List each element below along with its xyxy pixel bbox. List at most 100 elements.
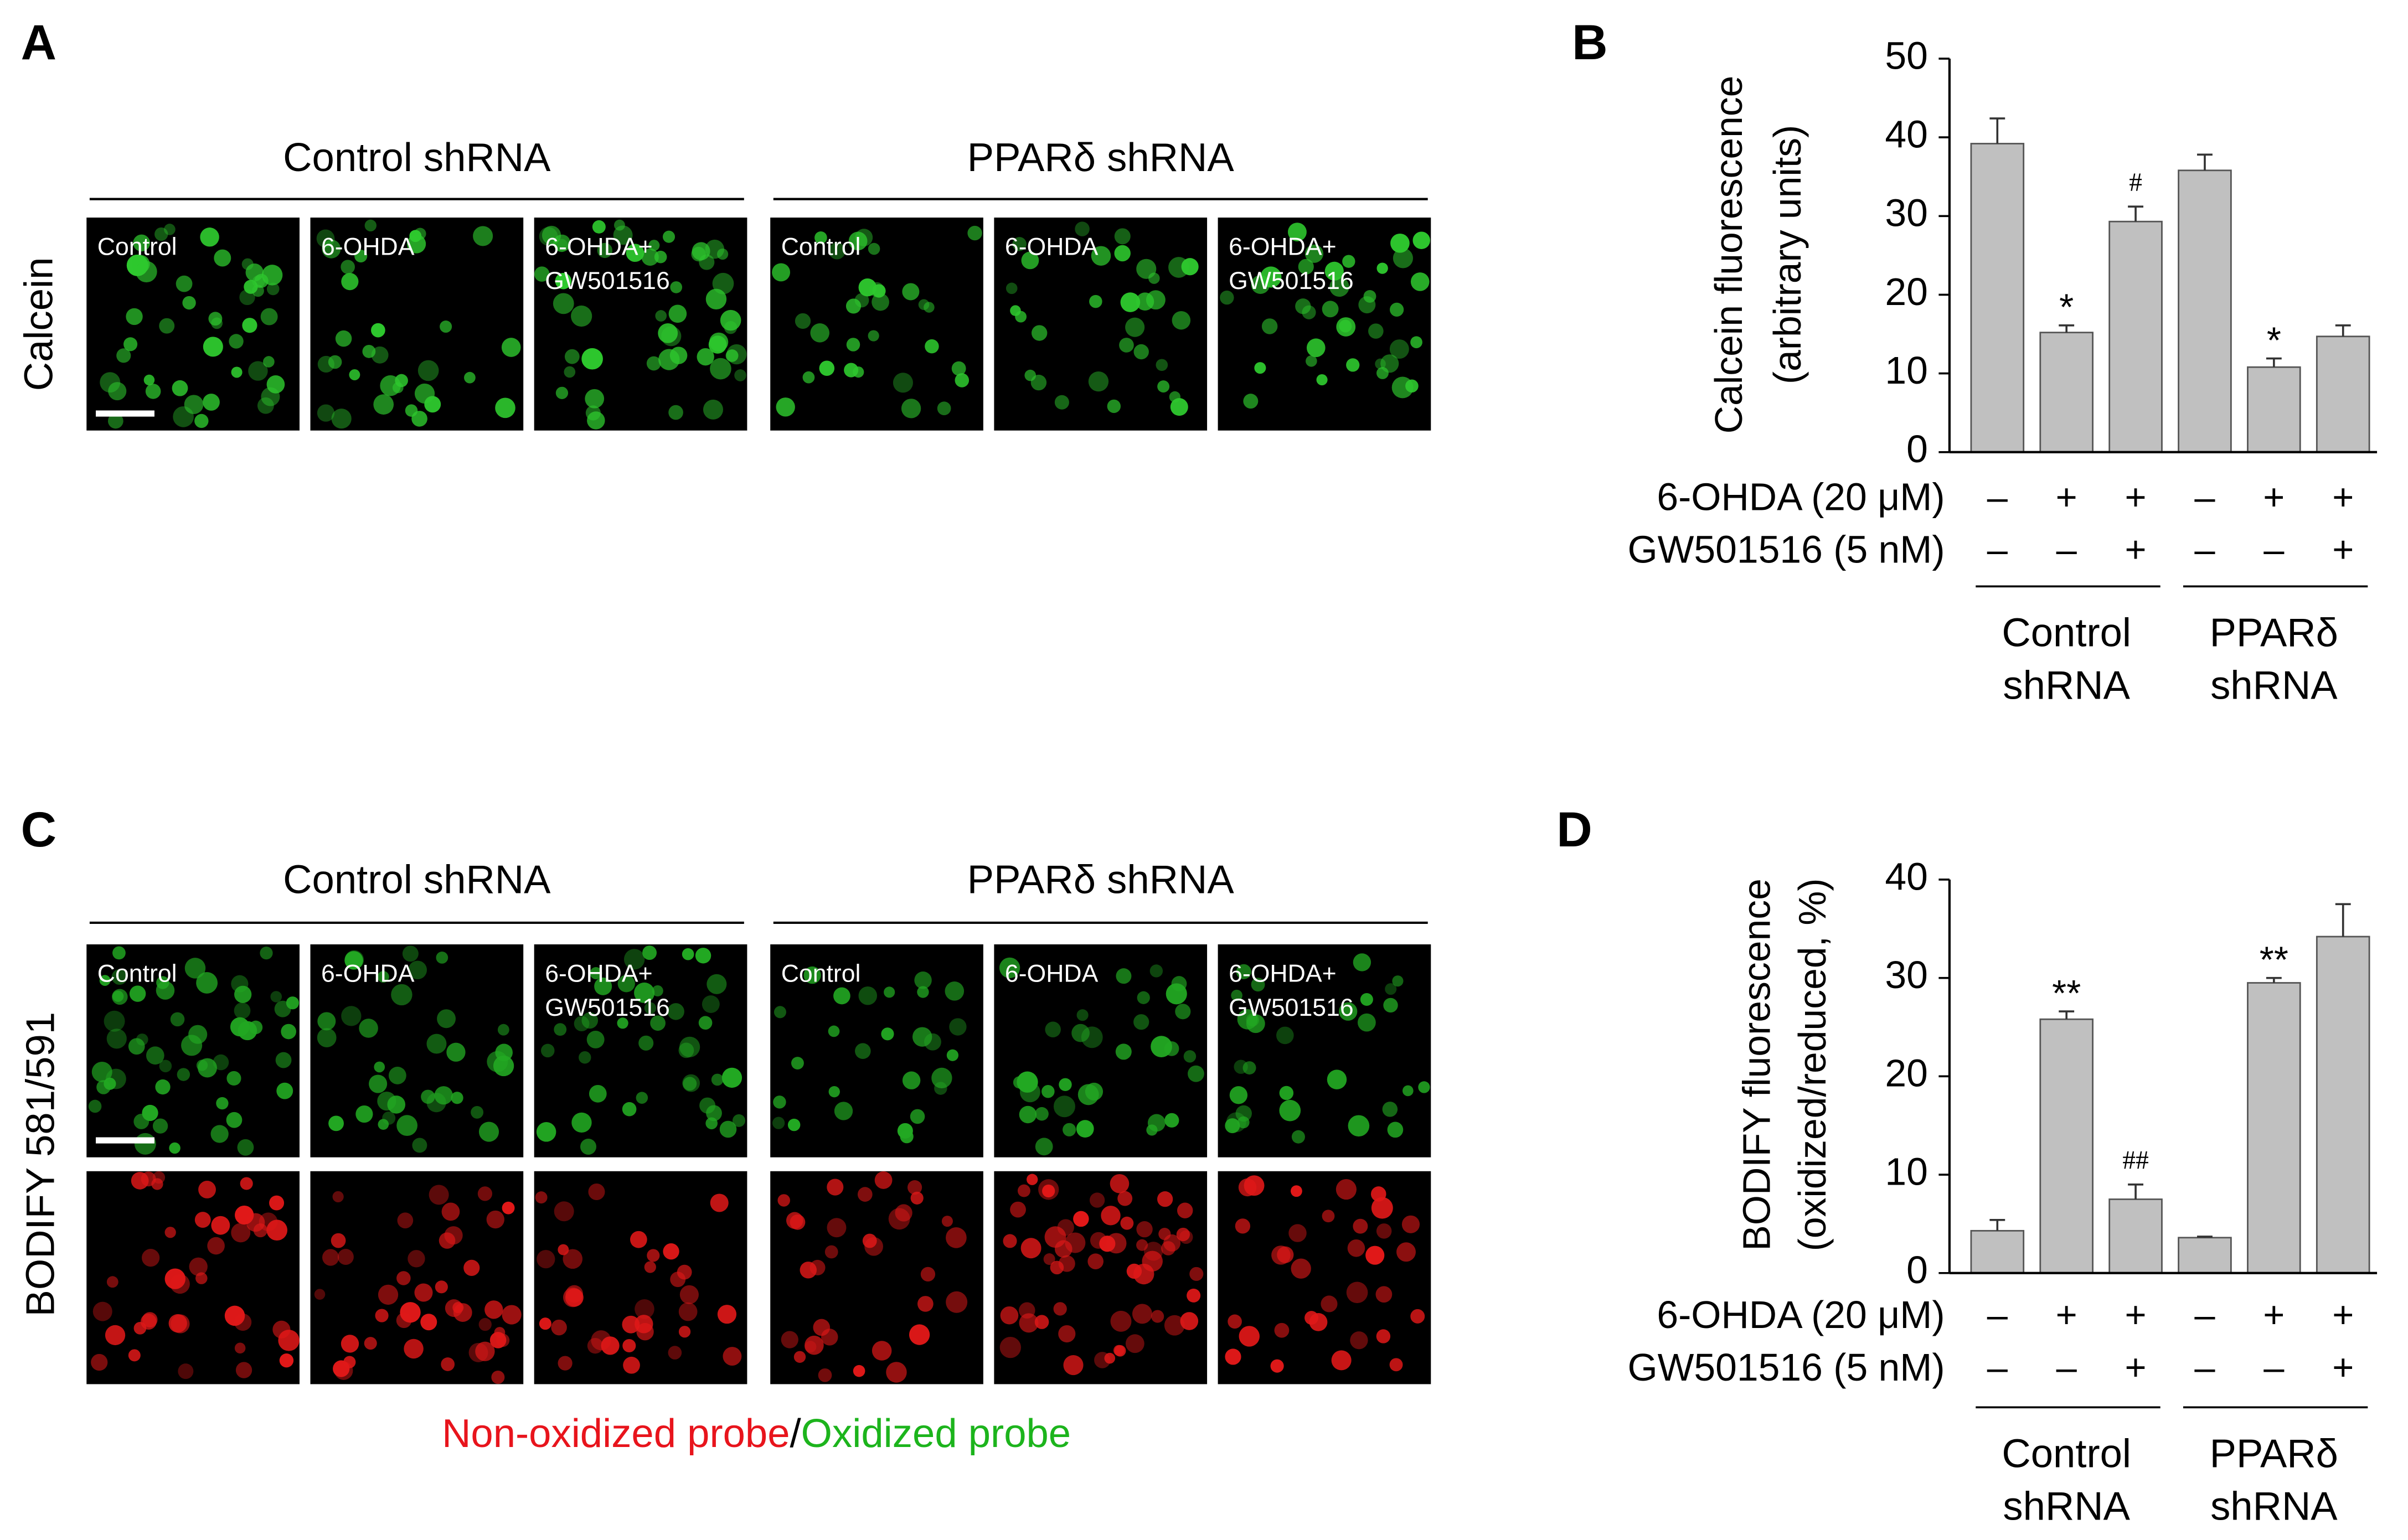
cell xyxy=(344,951,363,970)
cell xyxy=(226,1112,243,1128)
cell xyxy=(1358,296,1376,314)
cell xyxy=(159,318,175,334)
cell xyxy=(682,1074,700,1092)
cell xyxy=(1342,255,1355,268)
cell xyxy=(104,1010,125,1032)
cell xyxy=(341,1335,359,1353)
cell xyxy=(901,399,921,418)
image-label: GW501516 xyxy=(545,267,670,294)
cell xyxy=(795,313,811,329)
cell xyxy=(999,1336,1021,1358)
cell xyxy=(133,234,151,252)
cell xyxy=(404,1339,424,1359)
cell xyxy=(622,1315,640,1334)
cell xyxy=(1076,1009,1089,1021)
cell xyxy=(539,1317,551,1330)
cell xyxy=(234,1313,252,1331)
cell xyxy=(501,338,521,357)
cell xyxy=(833,987,850,1005)
cell xyxy=(949,1018,967,1036)
cell xyxy=(1368,323,1384,339)
cell xyxy=(1021,251,1039,270)
cell xyxy=(1187,1288,1201,1303)
cell xyxy=(1350,1331,1368,1350)
cell xyxy=(644,1261,656,1273)
cell xyxy=(1151,1036,1172,1057)
cell xyxy=(1089,1192,1105,1208)
cell xyxy=(670,281,683,293)
cell xyxy=(178,1363,194,1379)
cell xyxy=(1339,319,1352,333)
error-bar xyxy=(2059,324,2075,333)
cell xyxy=(1132,1304,1152,1324)
cell xyxy=(1225,1118,1240,1134)
cell xyxy=(555,272,572,290)
micrograph xyxy=(994,1171,1208,1384)
cell xyxy=(142,1104,158,1122)
cell xyxy=(818,1368,832,1382)
significance-mark: * xyxy=(2267,319,2281,361)
cell xyxy=(872,284,886,298)
cell xyxy=(108,382,127,401)
cell xyxy=(371,346,389,364)
cell xyxy=(1104,1352,1116,1364)
cell xyxy=(116,348,131,363)
cell xyxy=(402,945,419,962)
cell xyxy=(1156,359,1168,371)
cell xyxy=(571,1112,592,1133)
significance-mark: # xyxy=(2129,168,2142,197)
cell xyxy=(341,260,355,274)
cell xyxy=(555,386,569,399)
cell xyxy=(1058,1325,1076,1343)
cell xyxy=(96,1080,111,1094)
treatment-sign: – xyxy=(2263,1347,2285,1388)
cell xyxy=(331,409,352,429)
cell xyxy=(1091,246,1111,266)
cell xyxy=(1003,1234,1017,1248)
cell xyxy=(630,1231,647,1248)
cell xyxy=(1229,1086,1248,1104)
cell xyxy=(638,1035,654,1051)
treatment-sign: + xyxy=(2056,477,2077,518)
cell xyxy=(486,1210,504,1229)
cell xyxy=(231,1223,251,1243)
cell xyxy=(1387,1122,1404,1138)
cell xyxy=(893,373,913,393)
cell xyxy=(1019,1313,1039,1333)
cell xyxy=(710,1193,729,1212)
cell xyxy=(874,1171,893,1189)
cell xyxy=(170,1012,185,1027)
image-label: 6-OHDA xyxy=(1005,960,1099,988)
cell xyxy=(553,234,571,252)
cell xyxy=(260,308,278,325)
cell xyxy=(862,1233,877,1248)
y-tick-label: 20 xyxy=(1885,270,1927,313)
panel-letter: B xyxy=(1572,14,1607,70)
cell xyxy=(663,1243,679,1260)
cell xyxy=(895,1204,912,1222)
caption: Non-oxidized probe/Oxidized probe xyxy=(442,1411,1071,1456)
y-tick-label: 10 xyxy=(1885,1150,1927,1193)
cell xyxy=(1393,248,1414,268)
cell xyxy=(805,1341,817,1353)
cell xyxy=(1120,292,1141,312)
cell xyxy=(719,1120,737,1138)
group-label: Control xyxy=(2002,611,2131,655)
cell xyxy=(1235,1218,1251,1234)
cell xyxy=(1189,1267,1204,1281)
cell xyxy=(134,1133,156,1155)
cell xyxy=(464,371,476,384)
cell xyxy=(1348,1115,1370,1137)
cell xyxy=(424,396,441,413)
cell xyxy=(1390,302,1404,317)
bar xyxy=(1970,1229,2025,1274)
cell xyxy=(317,404,335,422)
cell xyxy=(1287,223,1307,242)
cell xyxy=(1125,1334,1144,1353)
cell xyxy=(617,1017,628,1029)
cell xyxy=(375,1309,389,1322)
cell xyxy=(1254,362,1266,374)
cell xyxy=(679,1285,699,1304)
cell xyxy=(881,1027,894,1041)
cell xyxy=(1188,1065,1204,1082)
